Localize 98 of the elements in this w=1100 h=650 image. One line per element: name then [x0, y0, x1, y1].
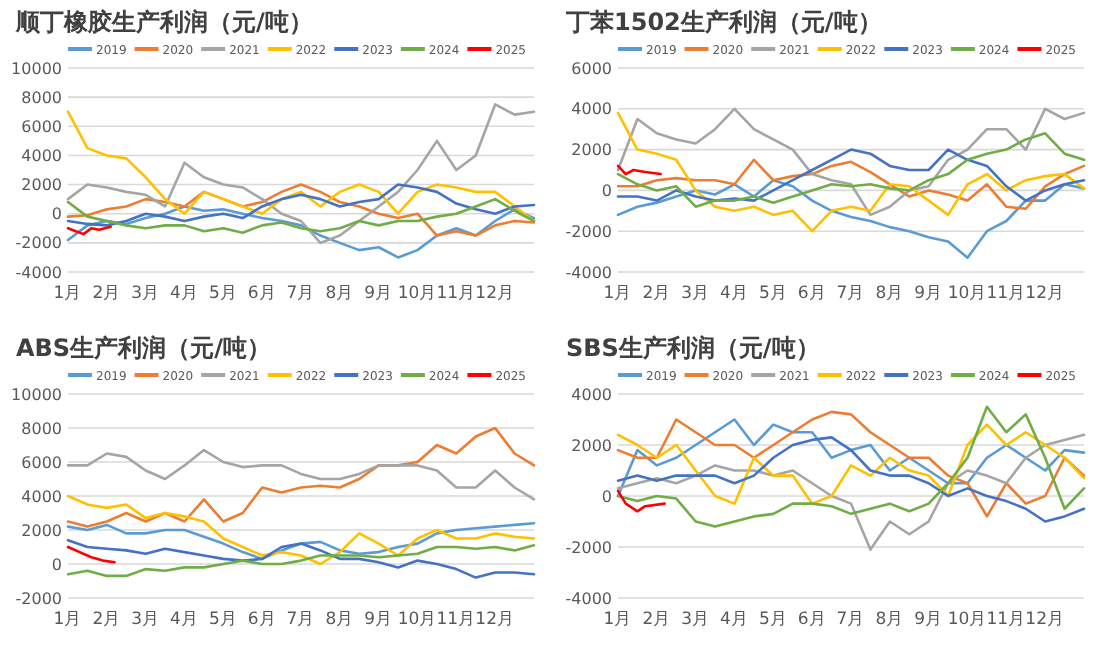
- x-tick-label: 12月: [1025, 284, 1065, 304]
- x-tick-label: 7月: [836, 609, 866, 629]
- x-tick-label: 3月: [681, 284, 711, 304]
- y-tick-label: 0: [51, 554, 62, 573]
- y-tick-label: 6000: [21, 117, 62, 136]
- chart-title: SBS生产利润（元/吨）: [566, 333, 820, 361]
- line-series: [66, 110, 536, 223]
- y-tick-label: -2000: [15, 588, 62, 607]
- line-series: [616, 178, 1086, 260]
- x-tick-label: 11月: [436, 284, 477, 304]
- x-tick-label: 10月: [397, 609, 438, 629]
- x-tick-label: 10月: [397, 284, 438, 304]
- y-tick-label: 2000: [21, 520, 62, 539]
- y-tick-label: 10000: [11, 384, 62, 403]
- x-tick-label: 10月: [947, 609, 988, 629]
- x-tick-label: 6月: [797, 609, 827, 629]
- line-series: [66, 520, 536, 560]
- y-tick-label: 8000: [21, 88, 62, 107]
- x-tick-label: 12月: [475, 609, 515, 629]
- x-tick-label: 11月: [986, 284, 1027, 304]
- line-series: [616, 148, 1086, 202]
- line-series: [66, 183, 536, 227]
- line-series: [66, 103, 536, 245]
- x-tick-label: 8月: [875, 284, 905, 304]
- y-tick-label: 6000: [571, 59, 612, 78]
- x-tick-label: 6月: [247, 284, 277, 304]
- x-tick-label: 4月: [170, 284, 199, 304]
- y-tick-label: 2000: [571, 141, 612, 160]
- x-tick-label: 4月: [720, 609, 749, 629]
- x-tick-label: 2月: [92, 609, 122, 629]
- y-tick-label: 2000: [571, 435, 612, 454]
- x-tick-label: 11月: [436, 609, 477, 629]
- x-tick-label: 7月: [836, 284, 866, 304]
- x-tick-label: 3月: [131, 609, 161, 629]
- x-tick-label: 3月: [131, 284, 161, 304]
- line-series: [66, 447, 536, 500]
- x-tick-label: 2月: [642, 609, 672, 629]
- x-tick-label: 2月: [92, 284, 122, 304]
- y-tick-label: 6000: [21, 452, 62, 471]
- x-tick-label: 6月: [797, 284, 827, 304]
- x-tick-label: 12月: [1025, 609, 1065, 629]
- line-series: [66, 197, 536, 234]
- y-tick-label: 8000: [21, 418, 62, 437]
- x-tick-label: 1月: [53, 609, 83, 629]
- line-series: [66, 205, 536, 259]
- x-tick-label: 12月: [475, 284, 515, 304]
- x-tick-label: 5月: [758, 284, 788, 304]
- line-series: [616, 107, 1086, 217]
- chart-title: ABS生产利润（元/吨）: [16, 333, 271, 361]
- x-tick-label: 1月: [603, 284, 633, 304]
- x-tick-label: 5月: [208, 284, 238, 304]
- y-tick-label: -2000: [565, 222, 612, 241]
- x-tick-label: 9月: [364, 609, 394, 629]
- y-tick-label: -2000: [15, 234, 62, 253]
- x-tick-label: 1月: [603, 609, 633, 629]
- line-series: [616, 158, 1086, 211]
- y-tick-label: -4000: [565, 263, 612, 282]
- x-tick-label: 6月: [247, 609, 277, 629]
- chart-title: 丁苯1502生产利润（元/吨）: [564, 8, 882, 36]
- line-series: [66, 544, 116, 563]
- y-tick-label: -2000: [565, 537, 612, 556]
- line-series: [616, 111, 1086, 233]
- x-tick-label: 8月: [325, 284, 355, 304]
- x-tick-label: 9月: [914, 609, 944, 629]
- line-series: [66, 183, 536, 237]
- line-series: [616, 435, 1086, 522]
- x-tick-label: 2月: [642, 284, 672, 304]
- chart-title: 顺丁橡胶生产利润（元/吨）: [14, 8, 313, 36]
- line-series: [66, 493, 536, 565]
- y-tick-label: 4000: [21, 486, 62, 505]
- x-tick-label: 3月: [681, 609, 711, 629]
- y-tick-label: 4000: [21, 147, 62, 166]
- x-tick-label: 7月: [286, 284, 316, 304]
- y-tick-label: 4000: [571, 384, 612, 403]
- line-series: [616, 131, 1086, 209]
- y-tick-label: 0: [51, 205, 62, 224]
- x-tick-label: 4月: [170, 609, 199, 629]
- x-tick-label: 8月: [325, 609, 355, 629]
- y-tick-label: -4000: [15, 263, 62, 282]
- x-tick-label: 9月: [364, 284, 394, 304]
- y-tick-label: 0: [601, 486, 612, 505]
- y-tick-label: 2000: [21, 176, 62, 195]
- x-tick-label: 8月: [875, 609, 905, 629]
- line-series: [616, 488, 666, 512]
- x-tick-label: 4月: [720, 284, 749, 304]
- x-tick-label: 7月: [286, 609, 316, 629]
- line-series: [66, 425, 536, 527]
- x-tick-label: 9月: [914, 284, 944, 304]
- y-tick-label: 4000: [571, 100, 612, 119]
- y-tick-label: 0: [601, 182, 612, 200]
- x-tick-label: 11月: [986, 609, 1027, 629]
- x-tick-label: 5月: [208, 609, 238, 629]
- x-tick-label: 1月: [53, 284, 83, 304]
- y-tick-label: -4000: [565, 588, 612, 607]
- line-series: [616, 432, 1086, 550]
- x-tick-label: 5月: [758, 609, 788, 629]
- y-tick-label: 10000: [11, 59, 62, 78]
- x-tick-label: 10月: [947, 284, 988, 304]
